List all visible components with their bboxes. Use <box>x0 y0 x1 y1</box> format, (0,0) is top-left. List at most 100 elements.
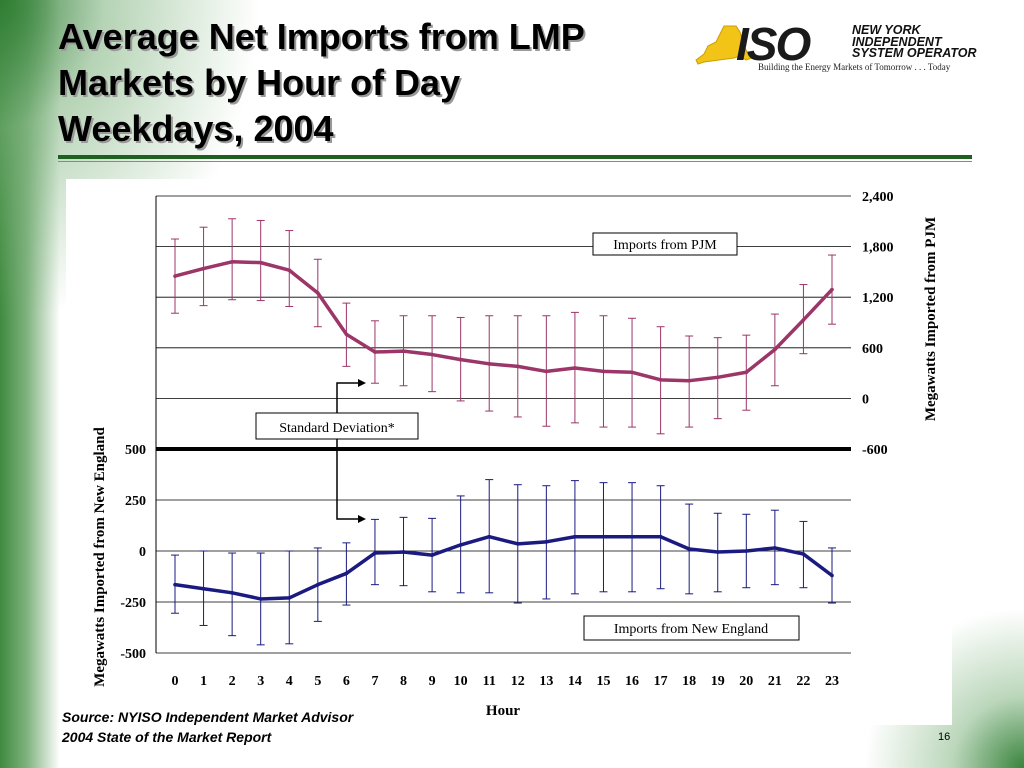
y-right-tick-label: 2,400 <box>862 190 894 205</box>
pjm-data-point <box>487 362 492 366</box>
std-dev-arrow-down-head <box>358 515 366 523</box>
new-england-data-point <box>601 534 606 539</box>
pjm-data-point <box>430 352 434 357</box>
slide-title-line-2: Markets by Hour of Day <box>58 62 461 103</box>
pjm-data-point <box>515 364 520 369</box>
new-england-data-point <box>373 551 377 555</box>
y-left-tick-label: -500 <box>120 647 146 662</box>
logo-name-line-3: SYSTEM OPERATOR <box>852 46 977 60</box>
std-dev-arrow-down <box>336 439 362 520</box>
pjm-data-point <box>773 347 777 352</box>
new-england-data-point <box>487 534 492 539</box>
x-tick-label: 0 <box>172 674 179 689</box>
ne-legend-label: Imports from New England <box>614 622 768 637</box>
y-axis-right-label: Megawatts Imported from PJM <box>923 217 939 421</box>
new-england-data-point <box>173 582 177 587</box>
pjm-legend-box <box>592 232 738 256</box>
y-right-tick-label: 1,200 <box>862 291 894 306</box>
y-right-tick-label: -600 <box>862 443 888 458</box>
pjm-data-point <box>201 266 206 271</box>
new-england-data-point <box>573 534 577 539</box>
logo-tagline: Building the Energy Markets of Tomorrow … <box>758 62 951 72</box>
pjm-data-point <box>801 318 806 322</box>
x-tick-label: 12 <box>511 674 525 689</box>
new-england-data-point <box>544 540 549 544</box>
logo-name-line-1: NEW YORK <box>852 23 921 37</box>
new-england-series-line <box>174 534 834 601</box>
x-tick-label: 15 <box>596 674 610 689</box>
net-imports-chart: 2,400 1,800 1,200 600 0 -600 500 250 0 -250 -500 0 1… <box>92 190 939 719</box>
x-tick-label: 23 <box>825 674 839 689</box>
pjm-data-point <box>401 349 406 353</box>
new-england-data-point <box>687 547 691 551</box>
std-dev-arrow-up-head <box>358 379 366 387</box>
x-tick-label: 4 <box>286 674 293 689</box>
pjm-data-point <box>258 260 263 265</box>
x-tick-label: 17 <box>654 674 668 689</box>
new-england-data-point <box>258 597 263 601</box>
pjm-series-line <box>174 260 834 383</box>
new-england-data-point <box>401 550 406 554</box>
pjm-legend-label: Imports from PJM <box>613 238 717 253</box>
logo-name-line-2: INDEPENDENT <box>852 34 942 49</box>
pjm-data-point <box>744 370 749 375</box>
series-lines <box>173 259 834 601</box>
ne-legend-callout: Imports from New England <box>583 615 800 641</box>
logo-mark: ISO <box>736 18 811 70</box>
y-right-tick-label: 1,800 <box>862 241 894 256</box>
x-tick-label: 10 <box>454 674 468 689</box>
pjm-data-point <box>544 369 549 374</box>
x-tick-label: 1 <box>200 674 207 689</box>
pjm-data-point <box>630 370 634 375</box>
new-england-data-point <box>830 573 834 578</box>
tick-labels: 2,400 1,800 1,200 600 0 -600 500 250 0 -250 -500 0 1… <box>120 190 893 689</box>
new-england-data-point <box>201 586 206 591</box>
y-left-tick-label: 250 <box>125 494 146 509</box>
pjm-data-point <box>658 378 663 382</box>
new-england-data-point <box>744 549 749 553</box>
pjm-data-point <box>373 350 377 354</box>
title-divider <box>58 155 972 159</box>
slide-title-line-3: Weekdays, 2004 <box>58 108 334 149</box>
new-england-data-point <box>287 596 292 600</box>
y-left-tick-label: -250 <box>120 596 146 611</box>
x-tick-label: 3 <box>257 674 264 689</box>
pjm-data-point <box>173 274 177 278</box>
source-line-2: 2004 State of the Market Report <box>62 729 272 745</box>
x-tick-label: 19 <box>711 674 725 689</box>
std-dev-arrow-up <box>336 382 362 413</box>
x-tick-label: 21 <box>768 674 782 689</box>
logo-name: NEW YORK INDEPENDENT SYSTEM OPERATOR <box>852 23 977 60</box>
chart-panel: 2,400 1,800 1,200 600 0 -600 500 250 0 -250 -500 0 1… <box>66 179 952 725</box>
gridlines <box>155 195 851 654</box>
pjm-data-point <box>344 332 349 337</box>
y-axis-left-label: Megawatts Imported from New England <box>92 426 108 686</box>
x-tick-label: 20 <box>739 674 753 689</box>
pjm-data-point <box>715 375 720 380</box>
new-england-data-point <box>658 534 663 539</box>
x-tick-label: 8 <box>400 674 407 689</box>
nyiso-logo: ISO NEW YORK INDEPENDENT SYSTEM OPERATOR… <box>694 20 994 78</box>
slide-title-line-1: Average Net Imports from LMP <box>58 16 585 57</box>
new-england-data-point <box>630 534 634 539</box>
title-divider-thin <box>58 161 972 162</box>
source-note: Source: NYISO Independent Market Advisor… <box>62 707 353 747</box>
new-england-data-point <box>715 550 720 554</box>
y-right-tick-label: 0 <box>862 392 869 407</box>
new-england-data-point <box>515 542 520 546</box>
slide-title: Average Net Imports from LMP Markets by … <box>58 14 678 152</box>
x-tick-label: 18 <box>682 674 696 689</box>
x-tick-label: 22 <box>796 674 810 689</box>
page-number: 16 <box>938 731 951 743</box>
pjm-data-point <box>316 291 320 295</box>
new-england-data-point <box>316 582 320 587</box>
pjm-data-point <box>287 268 292 273</box>
y-left-tick-label: 0 <box>139 545 146 560</box>
x-axis-label: Hour <box>486 703 521 719</box>
new-england-data-point <box>344 571 349 576</box>
new-york-state-icon <box>695 25 753 65</box>
new-england-data-point <box>801 552 806 556</box>
x-tick-label: 9 <box>429 674 436 689</box>
pjm-data-point <box>230 259 234 264</box>
new-england-data-point <box>430 553 434 557</box>
